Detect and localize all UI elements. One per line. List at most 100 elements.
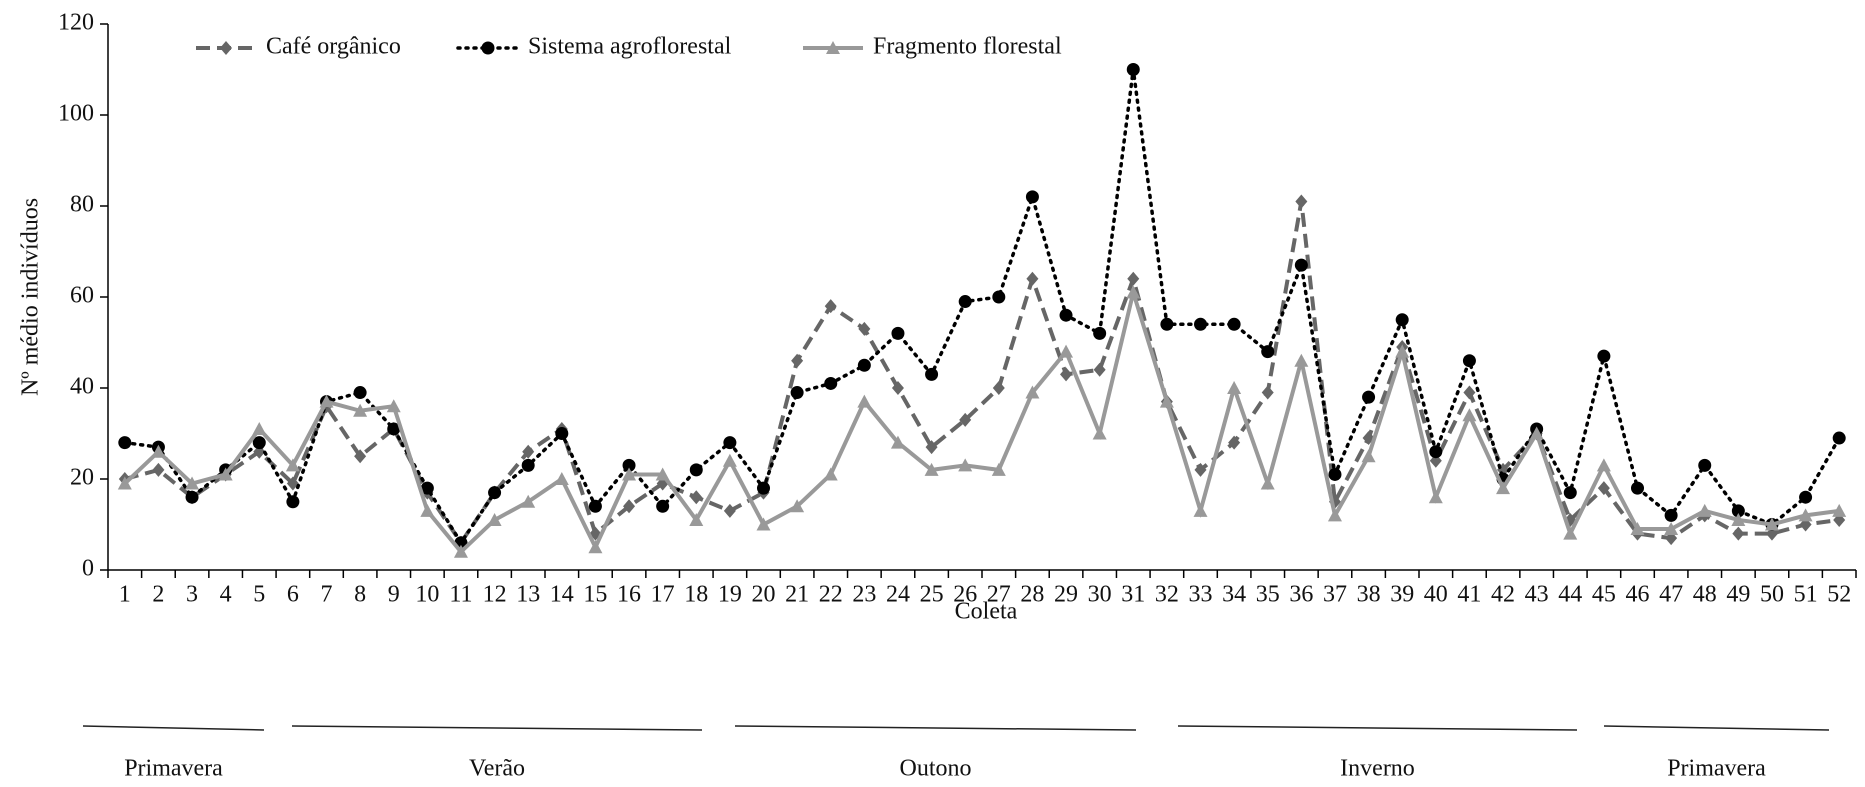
x-tick-label: 45 (1592, 582, 1616, 608)
marker (824, 299, 837, 314)
x-tick-label: 10 (415, 582, 439, 608)
marker (1160, 317, 1174, 331)
x-tick-label: 5 (253, 582, 265, 608)
x-tick-label: 25 (920, 582, 944, 608)
marker (252, 421, 267, 435)
marker (1428, 490, 1443, 504)
marker (1025, 190, 1039, 204)
marker (1799, 490, 1813, 504)
marker (185, 490, 199, 504)
x-tick-label: 33 (1189, 582, 1213, 608)
x-tick-label: 17 (651, 582, 675, 608)
legend-label: Fragmento florestal (873, 34, 1062, 60)
marker (959, 412, 972, 427)
marker (958, 295, 972, 309)
season-label: Outono (900, 756, 972, 782)
x-tick-label: 32 (1155, 582, 1179, 608)
marker (1328, 467, 1342, 481)
marker (1025, 385, 1040, 399)
marker (151, 444, 166, 458)
marker (252, 436, 266, 450)
marker (890, 435, 905, 449)
marker (1126, 63, 1140, 76)
x-tick-label: 23 (852, 582, 876, 608)
x-tick-label: 2 (152, 582, 164, 608)
marker (488, 486, 502, 500)
marker (353, 386, 367, 400)
marker (1261, 345, 1275, 359)
marker (1362, 390, 1376, 404)
marker (286, 476, 299, 491)
x-tick-label: 35 (1256, 582, 1280, 608)
marker (925, 367, 939, 381)
x-tick-label: 40 (1424, 582, 1448, 608)
x-tick-label: 30 (1088, 582, 1112, 608)
marker (1194, 317, 1207, 331)
marker (1092, 426, 1107, 440)
marker (622, 467, 637, 481)
marker (1026, 271, 1039, 286)
x-tick-label: 4 (220, 582, 232, 608)
marker (286, 495, 300, 509)
x-tick-label: 28 (1020, 582, 1044, 608)
marker (924, 462, 939, 476)
x-tick-label: 51 (1794, 582, 1818, 608)
x-tick-label: 13 (516, 582, 540, 608)
x-tick-label: 18 (684, 582, 708, 608)
marker (1227, 381, 1242, 394)
x-tick-label: 1 (119, 582, 131, 608)
marker (1631, 481, 1644, 495)
marker (824, 376, 838, 390)
season-label: Primavera (1667, 756, 1766, 782)
marker (1731, 504, 1745, 518)
x-tick-label: 42 (1491, 582, 1515, 608)
x-tick-label: 31 (1121, 582, 1145, 608)
marker (1563, 526, 1578, 540)
marker (220, 41, 232, 55)
marker (723, 436, 737, 450)
marker (723, 503, 736, 518)
season-line (82, 725, 265, 731)
x-tick-label: 44 (1558, 582, 1582, 608)
x-tick-label: 8 (354, 582, 366, 608)
marker (1294, 353, 1309, 367)
x-tick-label: 7 (321, 582, 333, 608)
y-tick-label: 100 (58, 101, 94, 127)
marker (555, 427, 569, 440)
marker (1227, 317, 1241, 331)
series-line (123, 284, 1840, 555)
season-line (1603, 725, 1830, 731)
marker (992, 381, 1005, 395)
marker (1496, 481, 1511, 495)
marker (655, 467, 670, 481)
x-tick-label: 26 (953, 582, 977, 608)
marker (1294, 258, 1308, 272)
x-tick-label: 15 (583, 582, 607, 608)
marker (1764, 517, 1779, 531)
x-tick-label: 52 (1827, 582, 1851, 608)
x-tick-label: 37 (1323, 582, 1347, 608)
marker (117, 476, 132, 490)
marker (1127, 271, 1140, 286)
x-tick-label: 9 (388, 582, 400, 608)
x-tick-label: 46 (1626, 582, 1650, 608)
marker (1731, 512, 1746, 526)
x-tick-label: 34 (1222, 582, 1246, 608)
marker (1261, 385, 1274, 400)
x-tick-label: 50 (1760, 582, 1784, 608)
marker (1126, 285, 1141, 299)
x-tick-label: 20 (752, 582, 776, 608)
marker (757, 481, 770, 495)
x-tick-label: 41 (1457, 582, 1481, 608)
x-axis-label: Coleta (955, 599, 1018, 625)
marker (858, 321, 871, 336)
x-tick-label: 12 (483, 582, 507, 608)
marker (623, 499, 636, 514)
y-axis-label: Nº médio indivíduos (18, 198, 44, 396)
legend-label: Café orgânico (266, 34, 401, 60)
marker (991, 462, 1006, 476)
marker (285, 458, 300, 472)
marker (1395, 344, 1410, 358)
marker (656, 499, 670, 513)
marker (1697, 503, 1712, 517)
